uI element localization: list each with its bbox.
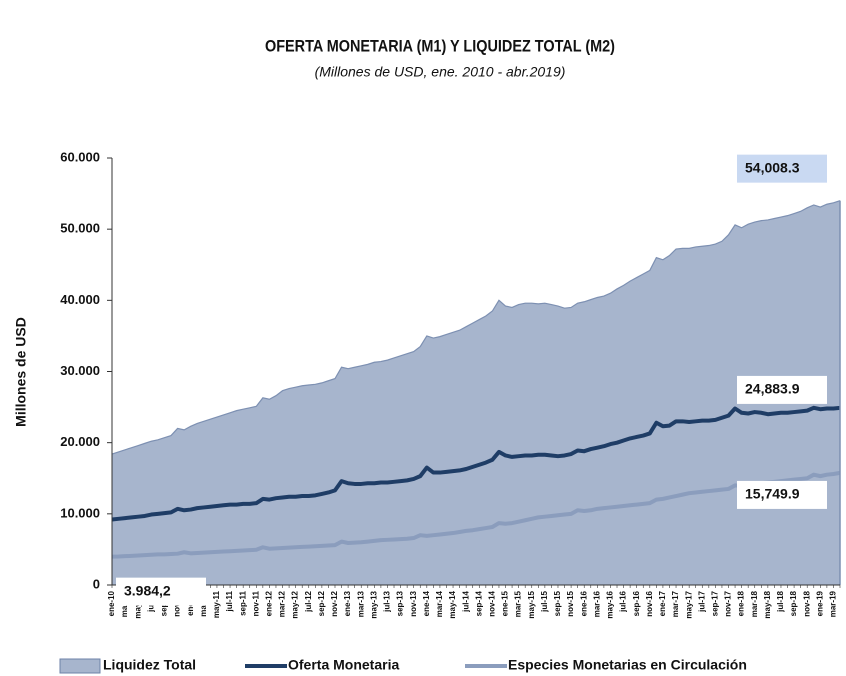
x-tick-label: sep-18	[789, 590, 798, 616]
x-tick-label: jul-15	[540, 590, 549, 612]
chart-title: OFERTA MONETARIA (M1) Y LIQUIDEZ TOTAL (…	[265, 37, 615, 55]
x-tick-label: may-13	[369, 590, 378, 618]
line	[111, 470, 841, 559]
x-tick-label: jul-11	[225, 590, 234, 612]
value-label: 24,883.9	[745, 381, 800, 397]
x-tick-label: nov-16	[645, 590, 654, 616]
x-tick-label: ene-15	[501, 590, 510, 616]
line	[111, 405, 841, 522]
x-tick-label: jul-14	[461, 590, 470, 612]
x-tick-label: mar-12	[278, 590, 287, 617]
y-tick-label: 40.000	[60, 292, 100, 307]
x-tick-label: nov-17	[724, 590, 733, 616]
x-tick-label: jul-16	[619, 590, 628, 612]
y-axis-label: Millones de USD	[13, 317, 29, 427]
y-tick-label: 0	[93, 576, 100, 591]
x-tick-label: mar-19	[829, 590, 838, 617]
value-label-box	[737, 154, 827, 183]
x-tick-label: nov-14	[488, 590, 497, 616]
y-tick-label: 10.000	[60, 505, 100, 520]
x-tick-label: ene-16	[579, 590, 588, 616]
x-tick-label: ene-13	[343, 590, 352, 616]
y-tick-label: 60.000	[60, 149, 100, 164]
x-tick-label: ene-19	[815, 590, 824, 616]
value-label-box	[116, 577, 206, 606]
x-tick-label: sep-12	[317, 590, 326, 616]
legend-label: Oferta Monetaria	[288, 657, 399, 673]
x-tick-label: nov-13	[409, 590, 418, 616]
x-tick-label: jul-13	[383, 590, 392, 612]
x-tick-label: ene-17	[658, 590, 667, 616]
x-tick-label: ene-14	[422, 590, 431, 616]
value-label: 54,008.3	[745, 159, 800, 175]
x-tick-label: jul-18	[776, 590, 785, 612]
x-tick-label: sep-11	[238, 590, 247, 615]
x-tick-label: nov-18	[802, 590, 811, 616]
area-fill	[112, 200, 840, 585]
x-tick-label: sep-15	[553, 590, 562, 616]
value-label-box	[737, 480, 827, 509]
value-label: 3.984,2	[124, 582, 171, 598]
x-tick-label: may-16	[606, 590, 615, 618]
x-tick-label: nov-11	[251, 590, 260, 616]
x-tick-label: ene-12	[265, 590, 274, 616]
y-tick-label: 30.000	[60, 363, 100, 378]
x-tick-label: may-12	[291, 590, 300, 618]
chart-subtitle: (Millones de USD, ene. 2010 - abr.2019)	[315, 64, 566, 80]
x-tick-label: may-15	[527, 590, 536, 618]
legend-label: Especies Monetarias en Circulación	[508, 657, 747, 673]
x-tick-label: may-14	[448, 590, 457, 618]
x-tick-label: mar-15	[514, 590, 523, 617]
x-tick-label: ene-10	[107, 590, 116, 616]
y-tick-label: 50.000	[60, 221, 100, 236]
value-label-box	[737, 375, 827, 404]
x-tick-label: mar-13	[356, 590, 365, 617]
x-tick-label: may-17	[684, 590, 693, 618]
legend-swatch	[59, 658, 101, 674]
x-tick-label: mar-17	[671, 590, 680, 617]
x-tick-label: nov-15	[566, 590, 575, 616]
y-tick-label: 20.000	[60, 434, 100, 449]
x-tick-label: sep-17	[710, 590, 719, 616]
x-tick-label: sep-14	[474, 590, 483, 616]
legend-label: Liquidez Total	[103, 657, 196, 673]
x-tick-label: may-18	[763, 590, 772, 618]
x-tick-label: nov-12	[330, 590, 339, 616]
x-tick-label: may-11	[212, 590, 221, 618]
x-tick-label: sep-16	[632, 590, 641, 616]
x-tick-label: jul-12	[304, 590, 313, 612]
x-tick-label: sep-13	[396, 590, 405, 616]
x-tick-label: mar-14	[435, 590, 444, 617]
x-tick-label: ene-18	[737, 590, 746, 616]
value-label: 15,749.9	[745, 486, 800, 502]
x-tick-label: mar-18	[750, 590, 759, 617]
x-tick-label: jul-17	[697, 590, 706, 612]
x-tick-label: mar-16	[592, 590, 601, 617]
area-outline	[111, 200, 841, 455]
